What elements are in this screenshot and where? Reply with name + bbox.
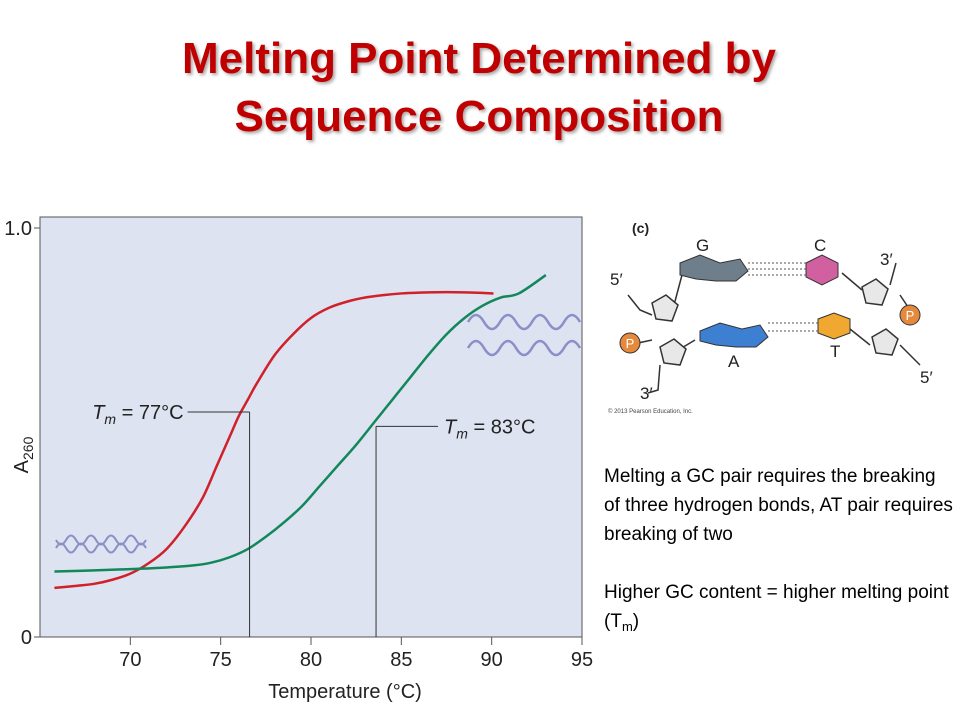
panel-label: (c) (632, 220, 649, 236)
copyright-notice: © 2013 Pearson Education, Inc. (608, 408, 693, 415)
double-helix-icon (55, 534, 147, 554)
adenine-base (699, 322, 769, 348)
single-strands-icon (466, 313, 582, 357)
hydrogen-bonds (748, 262, 818, 332)
title-line-2: Sequence Composition (234, 92, 724, 141)
x-tick-label: 85 (390, 649, 412, 671)
phosphate-left-label: P (626, 336, 635, 351)
base-a-label: A (728, 352, 740, 371)
sugar-ring-bottom-left (659, 338, 687, 366)
five-prime-bottom: 5′ (920, 368, 933, 387)
three-prime-top: 3′ (880, 250, 893, 269)
cytosine-base (805, 254, 839, 286)
slide-title: Melting Point Determined by Sequence Com… (0, 30, 958, 146)
x-tick-label: 70 (119, 649, 141, 671)
x-tick-label: 95 (571, 649, 593, 671)
x-tick-label: 75 (210, 649, 232, 671)
y-axis-label: A260 (11, 436, 36, 473)
x-tick-label: 90 (481, 649, 503, 671)
notes-text: Melting a GC pair requires the breaking … (604, 462, 954, 670)
dna-base-pair-diagram: (c) P P G C A T 5′ 3′ 3′ 5′ (608, 220, 933, 415)
y-tick-label: 0 (21, 627, 32, 649)
base-t-label: T (830, 342, 840, 361)
tm-annotation-label: Tm = 83°C (444, 416, 535, 441)
base-c-label: C (814, 236, 826, 255)
three-prime-bottom: 3′ (640, 384, 653, 403)
five-prime-top: 5′ (610, 270, 623, 289)
x-axis-label: Temperature (°C) (268, 681, 422, 703)
melting-curve-series-1 (54, 290, 494, 590)
sugar-ring-bottom-right (871, 328, 899, 356)
guanine-base (679, 254, 749, 282)
melting-curve-series-2 (54, 274, 547, 573)
y-tick-label: 1.0 (4, 218, 32, 240)
sugar-ring-top-left (651, 294, 679, 322)
sugar-ring-top-right (861, 278, 889, 306)
base-g-label: G (696, 236, 709, 255)
notes-paragraph-1: Melting a GC pair requires the breaking … (604, 466, 953, 545)
phosphate-right-label: P (906, 308, 915, 323)
title-line-1: Melting Point Determined by (181, 34, 777, 83)
phosphate-left (619, 332, 641, 354)
notes-paragraph-2: Higher GC content = higher melting point… (604, 582, 949, 634)
phosphate-right (899, 304, 921, 326)
x-tick-label: 80 (300, 649, 322, 671)
tm-annotation-label: Tm = 77°C (92, 402, 183, 427)
thymine-base (817, 312, 851, 340)
plot-area (39, 216, 583, 638)
